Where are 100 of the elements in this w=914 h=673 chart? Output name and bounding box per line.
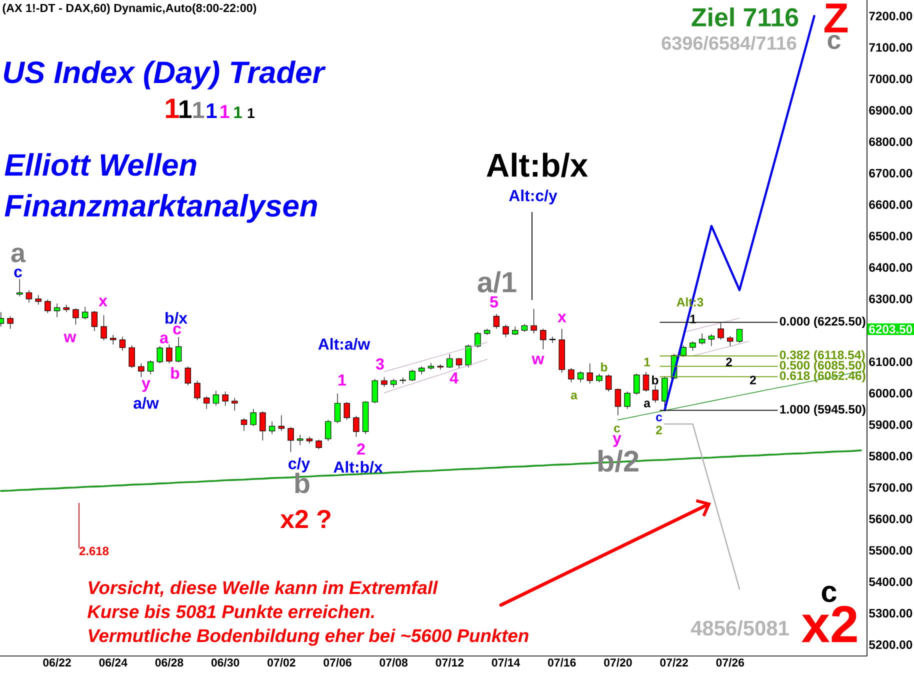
y-tick-label: 7100.00 [869, 43, 912, 52]
annotation: Alt:b/x [486, 152, 588, 178]
candlestick [128, 345, 135, 368]
candlestick [110, 334, 116, 345]
y-tick-label: 5400.00 [869, 578, 912, 586]
candlestick [268, 421, 276, 434]
annotation: Alt:b/x [334, 461, 383, 473]
candlestick [44, 299, 51, 314]
candlestick [540, 328, 546, 350]
annotation: 1 [338, 374, 346, 386]
candlestick [456, 358, 462, 368]
candlestick [175, 336, 182, 363]
annotation: 2 [750, 376, 756, 384]
annotation: 2.618 [79, 546, 109, 556]
x-tick-label: 07/06 [324, 658, 352, 667]
annotation: x [558, 314, 566, 322]
annotation: Kurse bis 5081 Punkte erreichen. [88, 604, 374, 618]
y-tick-label: 6700.00 [869, 168, 912, 178]
candlestick [72, 308, 79, 325]
candlestick [502, 324, 509, 338]
candlestick [212, 390, 220, 406]
text: Elliott Wellen Finanzmarktanalysen [4, 153, 318, 223]
annotation: c [828, 34, 840, 50]
annotation: y [612, 435, 622, 447]
x-tick-label: 07/22 [660, 658, 688, 667]
candlestick [614, 388, 622, 416]
text: US Index (Day) Trader [4, 60, 326, 90]
annotation: b [601, 362, 608, 372]
candlestick [240, 418, 248, 432]
annotation: b/x [166, 312, 188, 324]
y-tick-label: 5900.00 [869, 420, 912, 429]
annotation: a [160, 334, 169, 344]
line-series [384, 342, 488, 372]
y-tick-label: 6600.00 [869, 200, 912, 209]
candlestick [596, 373, 602, 383]
annotation: Vorsicht, diese Welle kann im Extremfall [88, 580, 438, 597]
annotation: w [532, 356, 544, 364]
annotation: Ziel 7116 [692, 7, 798, 26]
candlestick [727, 336, 734, 346]
candlestick [26, 290, 32, 303]
text: 6203.50 [869, 324, 912, 334]
annotation: b [652, 375, 658, 384]
annotation: 1 [220, 105, 230, 118]
y-tick-label: 6400.00 [869, 263, 912, 272]
candlestick [35, 294, 42, 305]
candlestick [91, 310, 98, 332]
x-tick-label: 07/02 [268, 658, 296, 667]
annotation: 2 [726, 358, 732, 366]
candlestick [437, 364, 444, 370]
candlestick [54, 303, 60, 318]
candlestick [521, 324, 528, 332]
annotation: 5 [490, 296, 498, 308]
annotation: a/1 [478, 271, 516, 293]
x-tick-label: 07/26 [716, 658, 744, 667]
annotation: c [656, 414, 662, 422]
candlestick [577, 370, 584, 383]
y-tick-label: 5600.00 [869, 514, 912, 524]
candlestick [708, 334, 715, 346]
candlestick [16, 278, 23, 297]
candlestick [652, 385, 658, 403]
candlestick [372, 378, 378, 404]
y-tick-label: 7200.00 [869, 12, 912, 20]
annotation: Alt:c/y [509, 190, 558, 204]
x-tick-label: 07/08 [380, 658, 408, 667]
annotation: 1 [166, 98, 179, 118]
annotation: c [822, 586, 836, 602]
candlestick [409, 369, 416, 382]
annotation: x [98, 298, 108, 306]
candlestick [316, 439, 322, 450]
candlestick [82, 306, 88, 320]
line-series [692, 340, 750, 356]
candlestick [493, 314, 500, 330]
candlestick [642, 372, 650, 392]
annotation: Vermutliche Bodenbildung eher bei ~5600 Punkten [88, 628, 528, 646]
candlestick [586, 363, 594, 384]
candlestick [381, 376, 388, 388]
annotation: Z [824, 4, 848, 32]
annotation: Alt:a/w [318, 338, 370, 350]
candlestick [353, 416, 360, 438]
y-tick-label: 7000.00 [869, 74, 912, 84]
candlestick [334, 393, 341, 424]
annotation: (AX 1!-DT - DAX,60) Dynamic,Auto(8:00-22:00) [2, 4, 256, 14]
candlestick [690, 341, 696, 352]
candlestick [119, 336, 126, 352]
y-tick-label: 6000.00 [869, 388, 912, 398]
candlestick [288, 426, 294, 452]
annotation: a [11, 248, 26, 262]
candlestick [428, 362, 434, 370]
x-tick-label: 06/28 [155, 658, 184, 667]
candlestick [138, 363, 144, 378]
annotation: c [614, 426, 620, 432]
annotation: 2 [656, 426, 662, 434]
candlestick [260, 411, 266, 441]
candlestick [362, 400, 369, 434]
ref-line-label: 0.500 (6085.50) [780, 360, 866, 372]
annotation: c/y [288, 458, 310, 472]
candlestick [558, 328, 565, 374]
ref-line-label: 0.382 (6118.54) [780, 350, 865, 362]
annotation: a [644, 400, 650, 408]
annotation: 4856/5081 [690, 620, 789, 636]
